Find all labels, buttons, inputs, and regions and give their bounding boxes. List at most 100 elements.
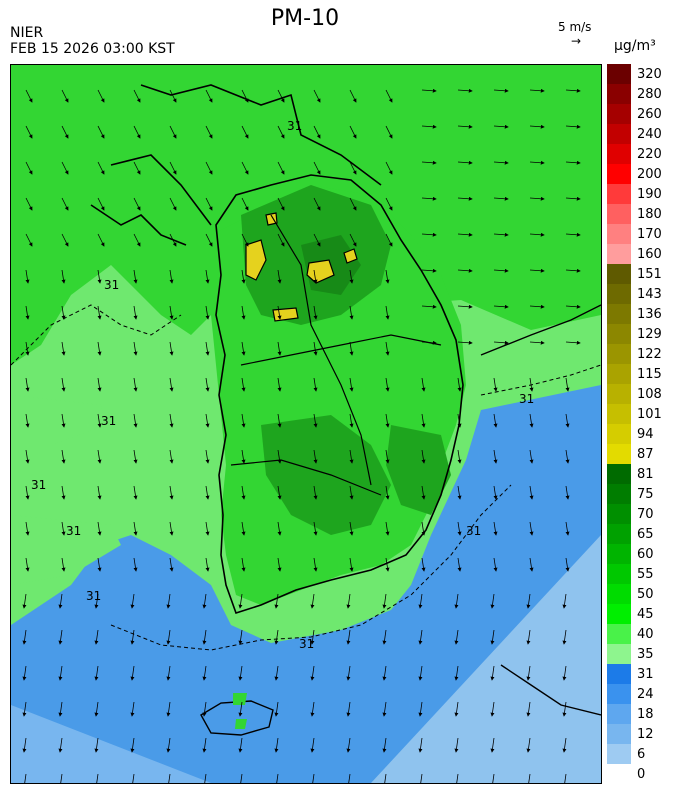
wind-arrow (349, 413, 354, 428)
legend-band (607, 664, 631, 685)
wind-arrow (202, 593, 207, 609)
wind-arrow (562, 593, 567, 609)
wind-arrow (529, 88, 545, 93)
pm10-map-svg: 31 31 31 31 31 31 31 31 31 (11, 65, 601, 783)
wind-arrow (454, 593, 459, 609)
legend-band (607, 444, 631, 465)
wind-arrow (61, 341, 66, 356)
wind-arrow (25, 341, 30, 356)
wind-arrow (457, 485, 462, 500)
wind-arrow (346, 593, 351, 609)
legend-tick-label: 190 (637, 187, 662, 202)
wind-arrow (457, 413, 462, 428)
wind-arrow (313, 485, 318, 500)
wind-arrow (22, 593, 27, 609)
wind-arrow (313, 377, 318, 392)
wind-arrow (421, 88, 437, 93)
wind-arrow (565, 413, 570, 428)
wind-arrow (421, 413, 426, 428)
wind-arrow (61, 269, 66, 284)
wind-arrow (169, 125, 177, 139)
wind-arrow (457, 160, 473, 165)
high-pm-area-south (261, 415, 391, 535)
wind-arrow (454, 629, 459, 645)
wind-arrow (61, 89, 69, 103)
wind-arrow (457, 232, 473, 237)
wind-arrow (61, 305, 66, 320)
wind-arrow (58, 737, 63, 753)
legend-tick-label: 200 (637, 167, 662, 182)
legend-band (607, 584, 631, 605)
legend-band (607, 484, 631, 505)
wind-arrow (61, 485, 66, 500)
wind-arrow (274, 593, 279, 609)
wind-arrow (202, 629, 207, 645)
wind-arrow (277, 125, 285, 139)
legend-band (607, 264, 631, 285)
wind-arrow (493, 160, 509, 165)
wind-arrow (490, 665, 495, 681)
legend-band (607, 684, 631, 705)
wind-arrow (349, 377, 354, 392)
wind-arrow (238, 737, 243, 753)
legend-tick-label: 40 (637, 627, 654, 642)
wind-arrow (133, 233, 141, 247)
wind-arrow (310, 701, 315, 717)
legend-tick-label: 240 (637, 127, 662, 142)
wind-arrow (25, 557, 30, 572)
hotspot-north-small (265, 212, 278, 226)
wind-arrow (490, 593, 495, 609)
wind-arrow (565, 124, 581, 129)
wind-arrow (205, 521, 210, 536)
wind-arrow (22, 629, 27, 645)
wind-arrow (241, 413, 246, 428)
wind-arrow (457, 304, 473, 309)
wind-arrow (169, 305, 174, 320)
wind-arrow (133, 413, 138, 428)
wind-arrow (169, 377, 174, 392)
wind-arrow (25, 89, 33, 103)
wind-arrow (97, 341, 102, 356)
wind-arrow (562, 629, 567, 645)
wind-arrow (274, 701, 279, 717)
wind-arrow (313, 197, 321, 211)
wind-arrow (529, 124, 545, 129)
wind-arrow (313, 449, 318, 464)
legend-tick-label: 55 (637, 567, 654, 582)
agency-label: NIER (10, 25, 44, 41)
wind-arrow (97, 521, 102, 536)
wind-arrow (205, 305, 210, 320)
wind-arrow (526, 629, 531, 645)
wind-arrow (493, 340, 509, 345)
legend-band (607, 324, 631, 345)
wind-arrow (385, 125, 393, 139)
wind-arrow (529, 377, 534, 392)
legend-tick-label: 50 (637, 587, 654, 602)
hotspot-center (306, 259, 335, 284)
wind-arrow (382, 593, 387, 609)
legend-band (607, 64, 631, 85)
wind-arrow (202, 737, 207, 753)
wind-arrow (349, 305, 354, 320)
wind-arrow (529, 160, 545, 165)
legend-tick-label: 220 (637, 147, 662, 162)
wind-arrow (385, 89, 393, 103)
wind-arrow (310, 737, 315, 753)
wind-arrow (313, 269, 318, 284)
wind-arrow (493, 449, 498, 464)
wind-arrow (169, 233, 177, 247)
contour-label: 31 (31, 478, 46, 492)
wind-arrow (130, 737, 135, 753)
wind-arrow (457, 521, 462, 536)
wind-arrow (97, 557, 102, 572)
legend-band (607, 224, 631, 245)
wind-arrow (97, 485, 102, 500)
wind-arrow (313, 161, 321, 175)
wind-arrow (457, 196, 473, 201)
wind-arrow (61, 161, 69, 175)
wind-arrow (169, 341, 174, 356)
wind-arrow (97, 305, 102, 320)
wind-arrow (205, 89, 213, 103)
wind-arrow (418, 701, 423, 717)
wind-arrow (133, 377, 138, 392)
